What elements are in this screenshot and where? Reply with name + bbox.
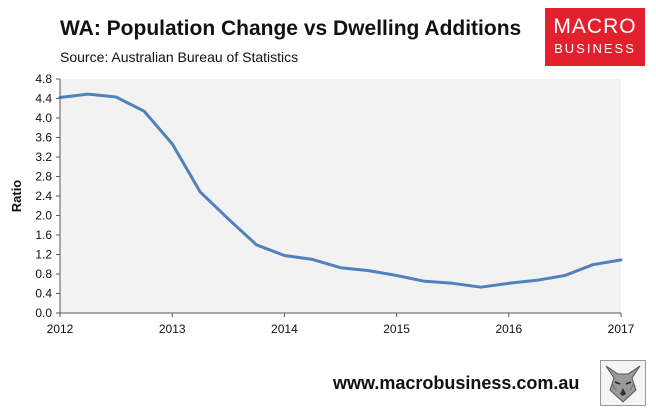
y-axis: 0.0 0.4 0.8 1.2 1.6 2.0 2.4 2.8 3.2 3.6 4.0 4.4 4.8 (35, 72, 60, 320)
x-tick-label: 2014 (271, 322, 298, 336)
x-axis: 2012 2013 2014 2015 2016 2017 (47, 313, 635, 336)
y-tick-label: 4.0 (35, 111, 52, 125)
website-url: www.macrobusiness.com.au (333, 373, 580, 393)
series-group (58, 92, 623, 289)
y-tick-label: 0.8 (35, 267, 52, 281)
wolf-logo-icon (600, 360, 646, 406)
logo-line-2: BUSINESS (554, 41, 636, 56)
y-tick-label: 2.4 (35, 189, 52, 203)
logo-line-1: MACRO (553, 15, 637, 38)
chart-title: WA: Population Change vs Dwelling Additi… (60, 17, 522, 40)
x-tick-label: 2017 (608, 322, 635, 336)
y-axis-label: Ratio (9, 180, 24, 213)
y-tick-label: 3.6 (35, 131, 52, 145)
y-tick-label: 0.4 (35, 287, 52, 301)
y-tick-label: 4.4 (35, 92, 52, 106)
y-tick-label: 2.0 (35, 209, 52, 223)
y-tick-label: 3.2 (35, 150, 52, 164)
x-tick-label: 2013 (159, 322, 186, 336)
plot-area (60, 79, 621, 313)
x-tick-label: 2015 (383, 322, 410, 336)
y-tick-label: 0.0 (35, 306, 52, 320)
y-tick-label: 1.6 (35, 228, 52, 242)
x-tick-label: 2012 (47, 322, 74, 336)
y-tick-label: 2.8 (35, 170, 52, 184)
macrobusiness-logo: MACRO BUSINESS (545, 8, 645, 66)
x-tick-label: 2016 (495, 322, 522, 336)
chart-source: Source: Australian Bureau of Statistics (60, 49, 299, 65)
y-tick-label: 1.2 (35, 248, 52, 262)
series-line (58, 92, 623, 289)
y-tick-label: 4.8 (35, 72, 52, 86)
